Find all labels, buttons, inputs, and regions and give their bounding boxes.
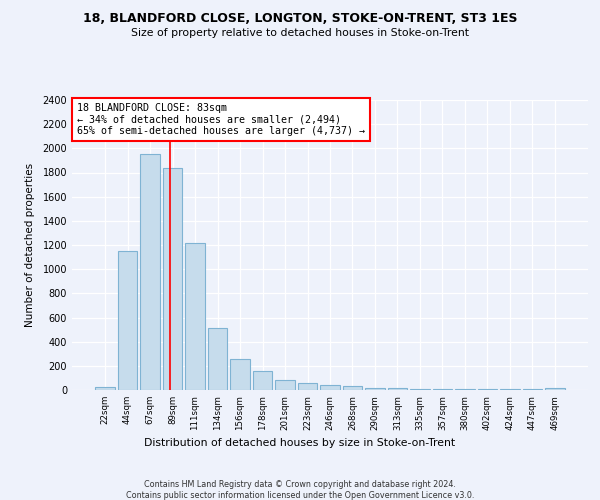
Bar	[95, 387, 115, 390]
Bar	[140, 154, 160, 390]
Text: Size of property relative to detached houses in Stoke-on-Trent: Size of property relative to detached ho…	[131, 28, 469, 38]
Text: Contains HM Land Registry data © Crown copyright and database right 2024.: Contains HM Land Registry data © Crown c…	[144, 480, 456, 489]
Bar	[275, 380, 295, 390]
Bar	[365, 388, 385, 390]
Bar	[343, 386, 362, 390]
Bar	[253, 372, 272, 390]
Bar	[545, 388, 565, 390]
Bar	[118, 251, 137, 390]
Bar	[320, 385, 340, 390]
Bar	[298, 384, 317, 390]
Text: Distribution of detached houses by size in Stoke-on-Trent: Distribution of detached houses by size …	[145, 438, 455, 448]
Y-axis label: Number of detached properties: Number of detached properties	[25, 163, 35, 327]
Bar	[185, 242, 205, 390]
Text: 18 BLANDFORD CLOSE: 83sqm
← 34% of detached houses are smaller (2,494)
65% of se: 18 BLANDFORD CLOSE: 83sqm ← 34% of detac…	[77, 103, 365, 136]
Text: Contains public sector information licensed under the Open Government Licence v3: Contains public sector information licen…	[126, 491, 474, 500]
Text: 18, BLANDFORD CLOSE, LONGTON, STOKE-ON-TRENT, ST3 1ES: 18, BLANDFORD CLOSE, LONGTON, STOKE-ON-T…	[83, 12, 517, 26]
Bar	[230, 358, 250, 390]
Bar	[163, 168, 182, 390]
Bar	[388, 388, 407, 390]
Bar	[208, 328, 227, 390]
